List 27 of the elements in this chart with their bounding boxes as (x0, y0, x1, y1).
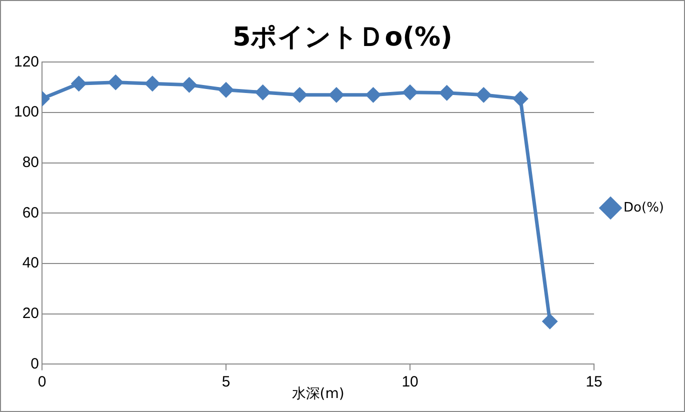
point (182, 78, 196, 92)
point (292, 88, 307, 102)
x-tick-label: 10 (402, 373, 418, 390)
point (366, 88, 380, 102)
point (476, 88, 491, 102)
x-tick-label: 5 (222, 373, 230, 390)
point (256, 85, 270, 100)
point (218, 82, 234, 98)
point (72, 76, 86, 91)
y-tick-label: 60 (22, 204, 40, 222)
x-tick-label: 15 (586, 373, 602, 390)
legend-label: Do(%) (624, 200, 664, 216)
point (513, 91, 528, 106)
point (542, 314, 558, 329)
chart-title: 5ポイントＤo(%) (232, 22, 452, 52)
y-tick-label: 120 (14, 53, 40, 70)
x-axis-title: 水深(m) (292, 386, 344, 402)
point (145, 76, 160, 91)
y-tick-label: 100 (14, 104, 40, 121)
point (402, 85, 418, 100)
point (108, 75, 123, 90)
y-tick-label: 80 (22, 154, 40, 172)
point (329, 88, 344, 102)
y-tick-label: 20 (22, 305, 40, 322)
point (440, 86, 454, 100)
y-tick-label: 40 (22, 254, 40, 272)
y-tick-label: 0 (30, 355, 40, 372)
